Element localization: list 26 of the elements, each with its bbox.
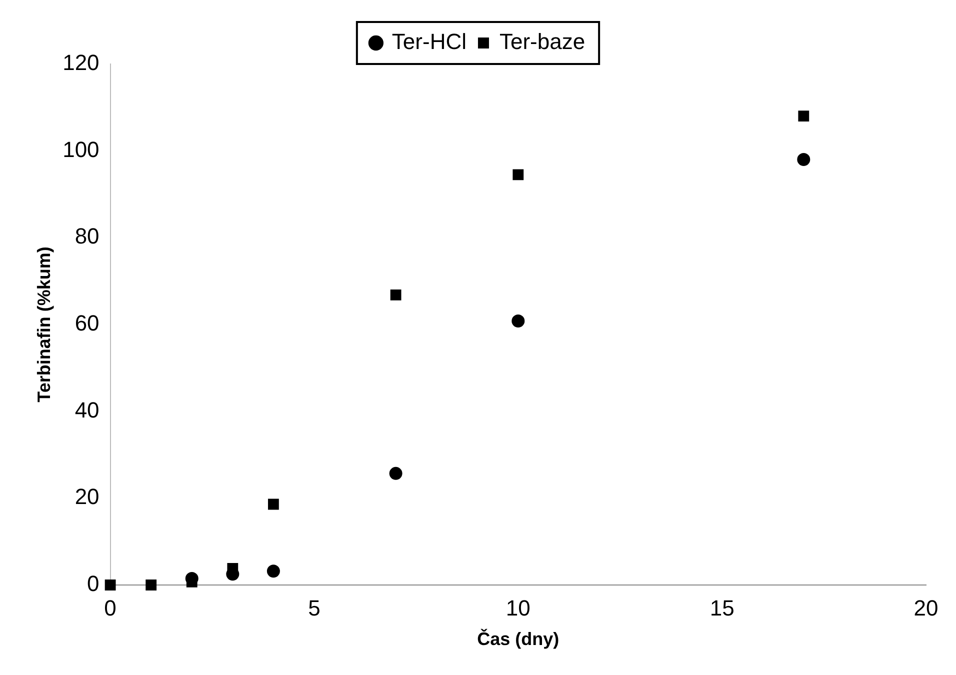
x-tick-label: 0 bbox=[104, 595, 116, 620]
x-tick-label: 10 bbox=[506, 595, 530, 620]
point bbox=[512, 314, 525, 328]
y-tick-label: 100 bbox=[62, 136, 100, 162]
legend-label: Ter-baze bbox=[499, 29, 586, 54]
y-axis-title: Terbinafin (%kum) bbox=[34, 246, 54, 402]
y-tick-label: 20 bbox=[74, 484, 100, 510]
x-tick-label: 20 bbox=[914, 595, 938, 620]
point bbox=[512, 169, 524, 180]
x-tick-label: 5 bbox=[308, 595, 320, 620]
y-tick-label: 120 bbox=[62, 50, 100, 76]
point bbox=[266, 564, 280, 578]
point bbox=[146, 580, 157, 590]
point bbox=[104, 580, 116, 590]
point bbox=[268, 498, 279, 510]
y-tick-label: 60 bbox=[74, 310, 100, 336]
point bbox=[390, 290, 402, 300]
x-axis-title: Čas (dny) bbox=[477, 628, 560, 650]
legend-label: Ter-HCl bbox=[392, 29, 466, 54]
point bbox=[389, 466, 402, 480]
y-tick-label: 0 bbox=[87, 571, 100, 596]
y-tick-label: 40 bbox=[74, 397, 100, 422]
point bbox=[798, 110, 810, 122]
point bbox=[797, 153, 810, 166]
y-tick-label: 80 bbox=[74, 224, 100, 249]
x-tick-label: 15 bbox=[710, 595, 734, 620]
